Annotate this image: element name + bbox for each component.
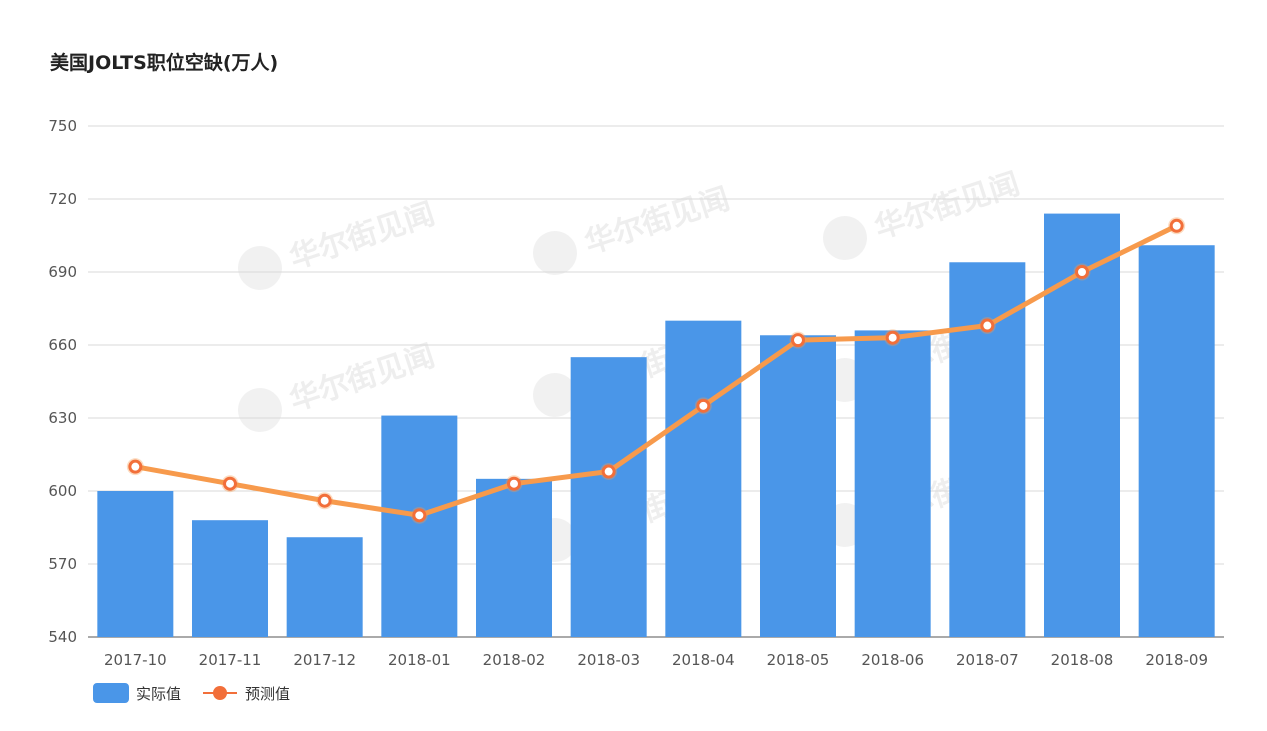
y-tick-label: 570 [48, 555, 77, 573]
line-series [126, 217, 1186, 524]
legend-bar-swatch [93, 683, 129, 703]
forecast-point-2018-06 [885, 330, 900, 345]
x-tick-label: 2018-03 [577, 651, 640, 669]
forecast-point-2018-03 [601, 464, 616, 479]
bar-2017-10 [97, 491, 174, 637]
chart-title: 美国JOLTS职位空缺(万人) [50, 52, 279, 74]
forecast-point-2017-12 [317, 493, 332, 508]
forecast-point-2018-02 [507, 476, 521, 491]
watermark-0: 华尔街见闻 [238, 197, 439, 290]
x-tick-label: 2017-10 [104, 651, 167, 669]
watermark-logo-icon [238, 246, 282, 290]
y-tick-label: 630 [48, 409, 77, 427]
legend-label-forecast: 预测值 [245, 685, 290, 703]
y-tick-label: 750 [48, 117, 77, 135]
legend-label-actual: 实际值 [136, 685, 181, 703]
watermark-text: 华尔街见闻 [870, 167, 1023, 247]
forecast-point-2018-01 [412, 508, 427, 523]
bar-2017-11 [192, 520, 268, 637]
bar-2018-05 [760, 335, 836, 637]
forecast-point-2018-05 [791, 333, 805, 348]
legend: 实际值 预测值 [93, 683, 290, 703]
x-tick-label: 2018-07 [956, 651, 1019, 669]
y-tick-label: 660 [48, 336, 77, 354]
forecast-point-2017-11 [223, 476, 237, 491]
x-tick-label: 2018-09 [1145, 651, 1208, 669]
x-tick-label: 2017-11 [199, 651, 262, 669]
y-tick-label: 540 [48, 628, 77, 646]
x-tick-label: 2018-06 [861, 651, 924, 669]
legend-line-marker [213, 686, 227, 700]
watermark-logo-icon [533, 231, 577, 275]
watermark-logo-icon [823, 216, 867, 260]
watermark-text: 华尔街见闻 [285, 197, 438, 277]
watermark-logo-icon [533, 373, 577, 417]
watermark-logo-icon [238, 388, 282, 432]
y-axis: 540 570 600 630 660 690 720 750 [48, 117, 77, 646]
watermark-text: 华尔街见闻 [580, 182, 733, 262]
bar-2018-01 [381, 415, 458, 637]
watermark-1: 华尔街见闻 [533, 182, 734, 275]
forecast-point-2017-10 [128, 459, 143, 474]
y-tick-label: 720 [48, 190, 77, 208]
x-tick-label: 2018-08 [1051, 651, 1114, 669]
bar-2018-06 [854, 330, 931, 637]
y-tick-label: 600 [48, 482, 77, 500]
watermark-2: 华尔街见闻 [823, 167, 1024, 260]
bar-2018-04 [665, 320, 742, 637]
x-tick-label: 2018-01 [388, 651, 451, 669]
forecast-line [132, 223, 1180, 518]
bar-2018-03 [570, 357, 647, 637]
watermark-text: 华尔街见闻 [285, 339, 438, 419]
bar-2018-09 [1138, 245, 1215, 637]
x-tick-label: 2018-04 [672, 651, 735, 669]
bar-2017-12 [286, 537, 363, 637]
bar-series [97, 213, 1215, 637]
x-tick-label: 2018-05 [767, 651, 830, 669]
forecast-point-2018-08 [1075, 265, 1089, 279]
forecast-point-2018-09 [1169, 218, 1184, 233]
forecast-point-2018-04 [696, 398, 711, 413]
x-tick-label: 2017-12 [293, 651, 356, 669]
bar-2018-02 [476, 478, 552, 637]
y-tick-label: 690 [48, 263, 77, 281]
forecast-point-2018-07 [980, 318, 995, 333]
x-axis: 2017-10 2017-11 2017-12 2018-01 2018-02 2018-… [104, 651, 1208, 669]
x-tick-label: 2018-02 [483, 651, 546, 669]
